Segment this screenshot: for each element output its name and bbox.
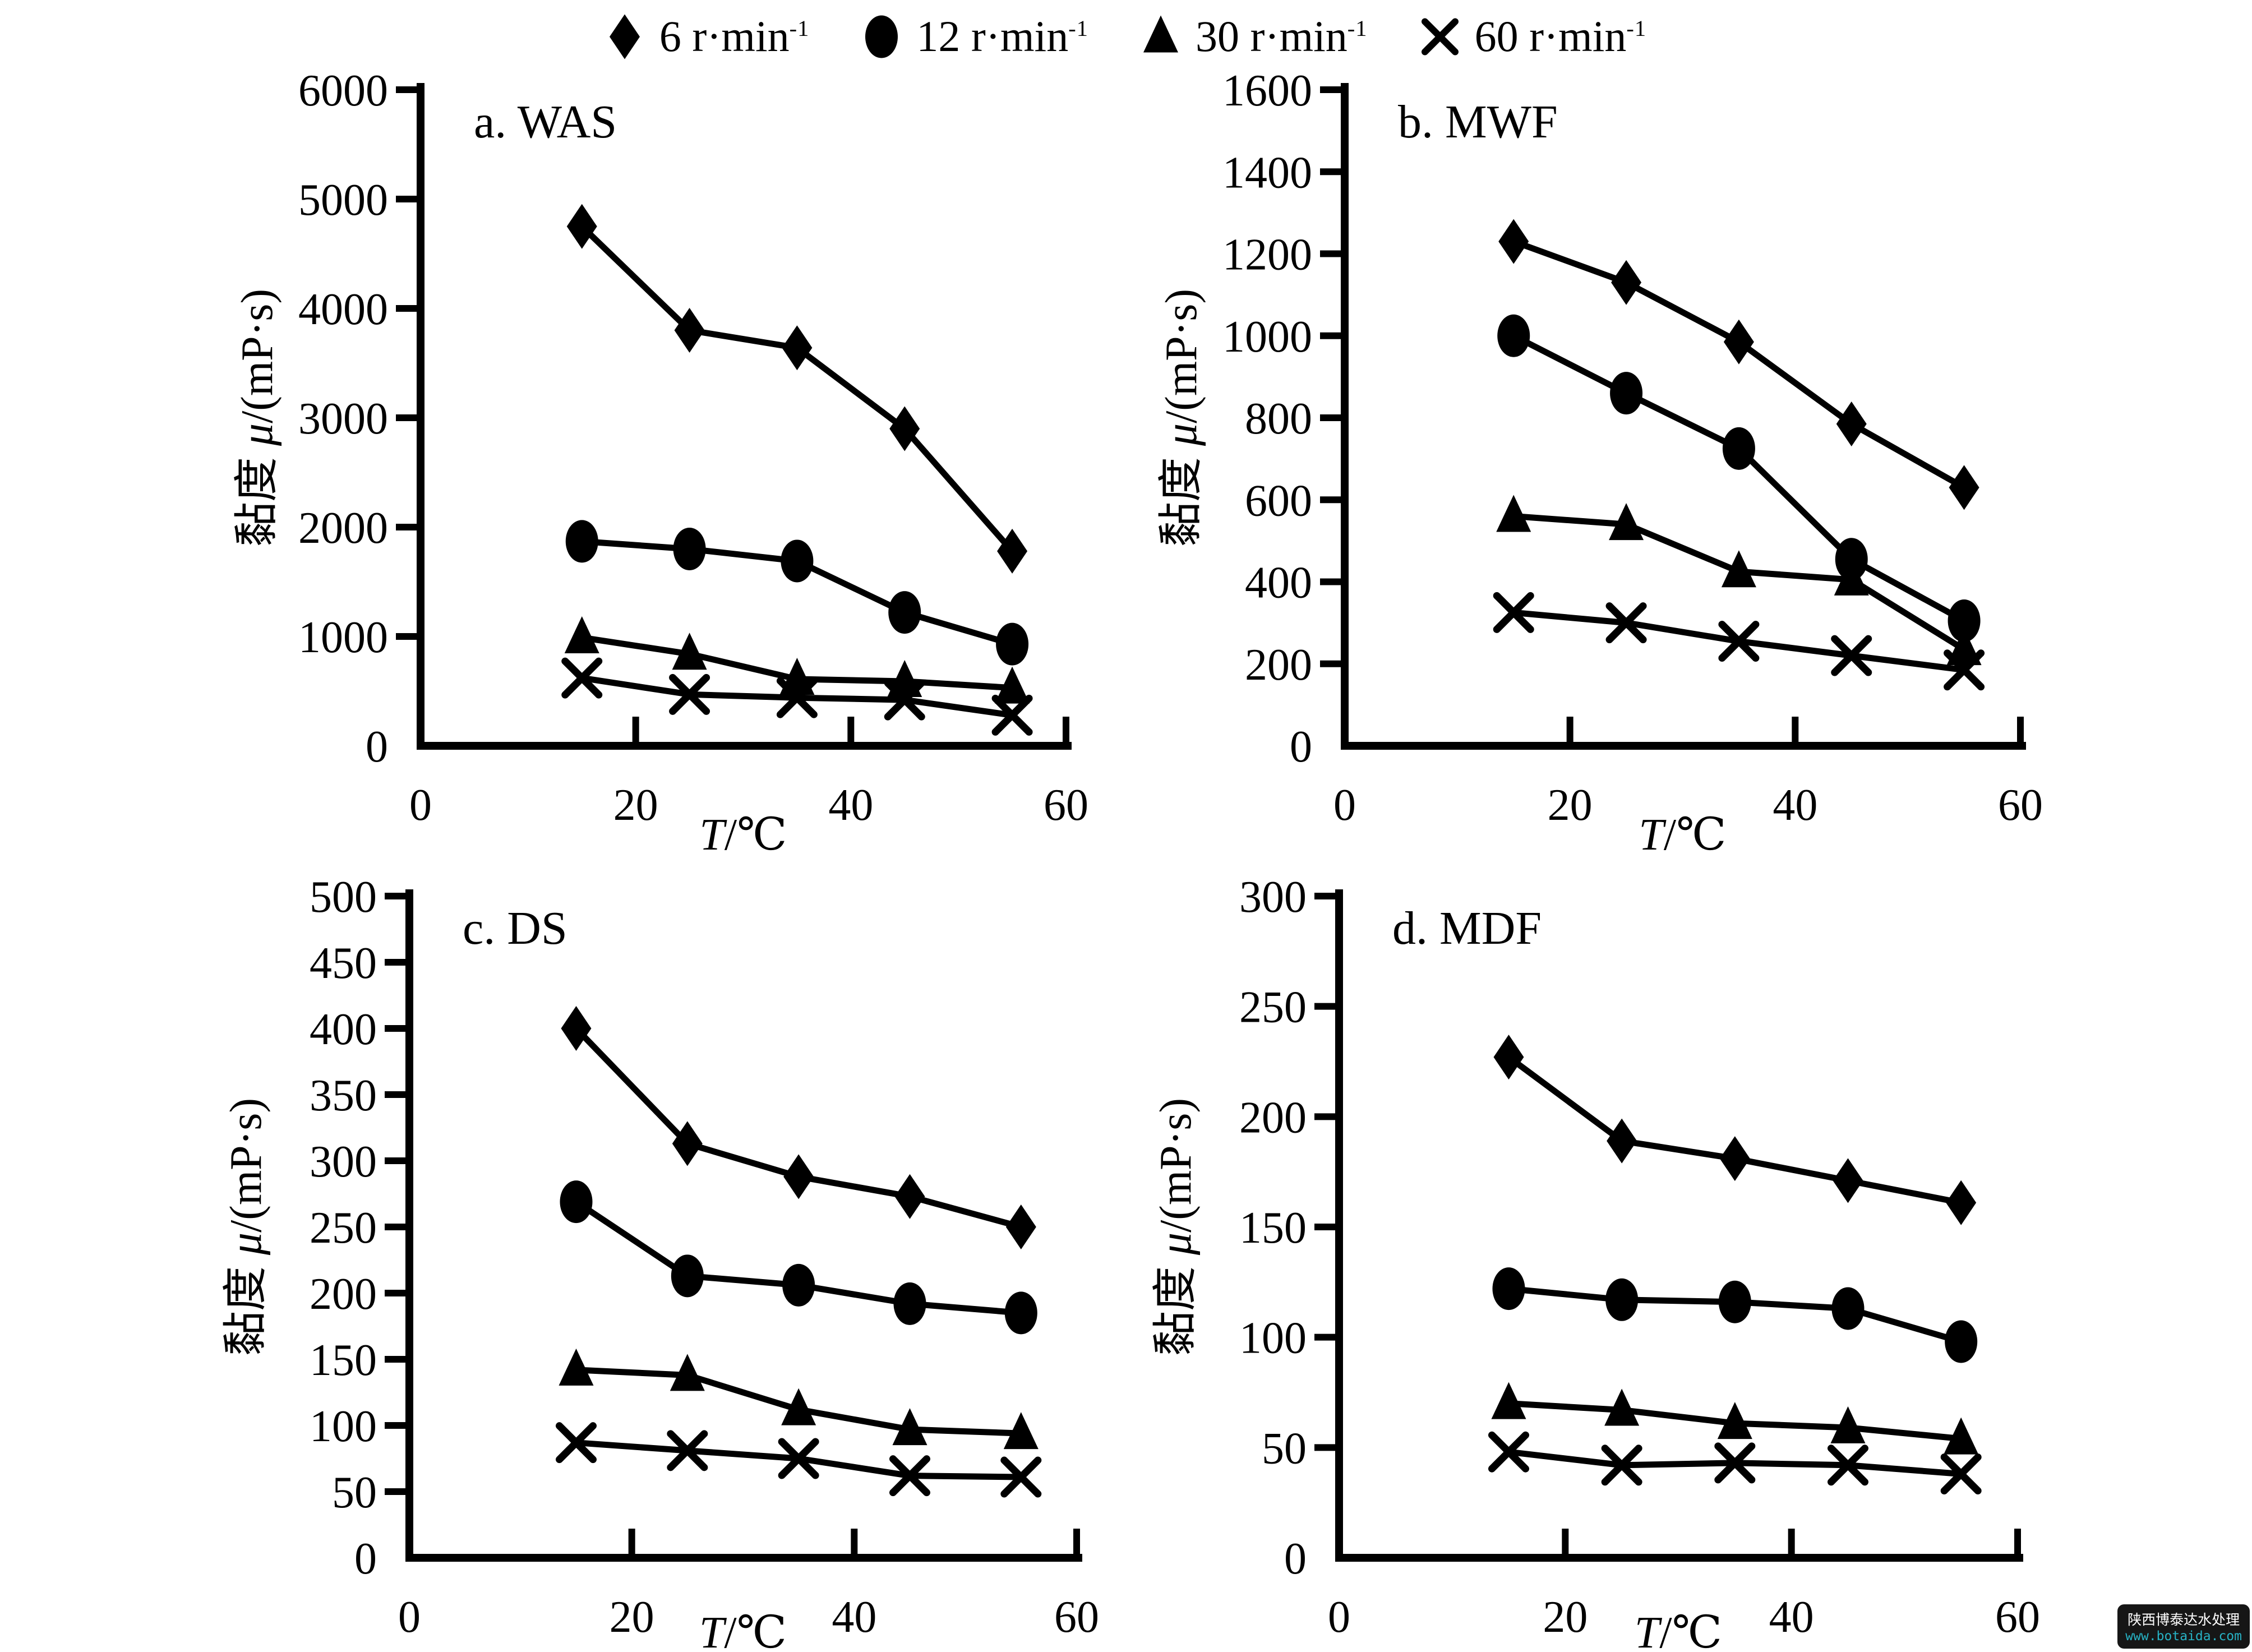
svg-text:d. MDF: d. MDF [1392, 902, 1542, 954]
svg-text:1000: 1000 [298, 613, 388, 662]
svg-text:20: 20 [1548, 781, 1593, 830]
legend-item-60rmin: 60 r·min-1 [1421, 10, 1647, 63]
svg-text:2000: 2000 [298, 504, 388, 553]
svg-text:1200: 1200 [1222, 230, 1312, 280]
svg-text:350: 350 [310, 1071, 377, 1120]
svg-text:250: 250 [310, 1203, 377, 1253]
svg-text:60: 60 [1054, 1593, 1099, 1642]
svg-text:400: 400 [310, 1005, 377, 1054]
svg-text:0: 0 [1333, 781, 1356, 830]
chart-canvas-c: 0 50 100 150 200 250 300 350 400 450 500 0 20 40 60 c. … [221, 873, 1099, 1652]
chart-grid: 0 1000 2000 3000 4000 5000 6000 0 20 40 60 a. WAS T/… [0, 66, 2252, 1652]
svg-text:200: 200 [1245, 640, 1312, 690]
svg-text:6000: 6000 [298, 66, 388, 116]
svg-text:100: 100 [1239, 1314, 1307, 1363]
chart-a-was: 0 1000 2000 3000 4000 5000 6000 0 20 40 60 a. WAS T/… [0, 66, 1126, 860]
svg-text:T/℃: T/℃ [699, 810, 787, 860]
svg-text:20: 20 [613, 781, 658, 830]
legend-label-6rmin: 6 r·min-1 [659, 12, 810, 61]
legend-item-30rmin: 30 r·min-1 [1142, 10, 1368, 63]
svg-text:150: 150 [310, 1336, 377, 1385]
svg-text:600: 600 [1245, 476, 1312, 525]
x-cross-icon [1421, 18, 1459, 55]
chart-d-mdf: 0 50 100 150 200 250 300 0 20 40 60 d. MDF T/℃ 黏度 μ/(… [1126, 860, 2252, 1652]
svg-text:T/℃: T/℃ [1639, 810, 1726, 860]
legend-label-12rmin: 12 r·min-1 [916, 12, 1088, 61]
svg-text:150: 150 [1239, 1203, 1307, 1253]
svg-text:50: 50 [1262, 1424, 1307, 1473]
svg-text:b. MWF: b. MWF [1398, 96, 1558, 148]
svg-text:0: 0 [398, 1593, 421, 1642]
legend-label-30rmin: 30 r·min-1 [1196, 12, 1368, 61]
svg-text:4000: 4000 [298, 285, 388, 334]
svg-text:40: 40 [832, 1593, 876, 1642]
svg-text:5000: 5000 [298, 176, 388, 225]
svg-text:1000: 1000 [1222, 312, 1312, 362]
svg-text:200: 200 [1239, 1093, 1307, 1142]
svg-text:1400: 1400 [1222, 148, 1312, 197]
svg-text:250: 250 [1239, 983, 1307, 1032]
svg-text:20: 20 [1543, 1593, 1588, 1642]
svg-text:40: 40 [1769, 1593, 1814, 1642]
svg-text:0: 0 [354, 1534, 377, 1584]
svg-text:黏度 μ/(mP·s): 黏度 μ/(mP·s) [221, 1098, 271, 1356]
svg-text:60: 60 [1995, 1593, 2040, 1642]
chart-canvas-a: 0 1000 2000 3000 4000 5000 6000 0 20 40 60 a. WAS T/… [233, 66, 1088, 860]
triangle-icon [1143, 15, 1178, 52]
svg-text:100: 100 [310, 1402, 377, 1451]
svg-text:黏度 μ/(mP·s): 黏度 μ/(mP·s) [233, 289, 282, 547]
chart-c-ds: 0 50 100 150 200 250 300 350 400 450 500 0 20 40 60 c. … [0, 860, 1126, 1652]
watermark-badge: 陕西博泰达水处理 www.botaida.com [2117, 1604, 2250, 1649]
legend: 6 r·min-1 12 r·min-1 30 r·min-1 60 r·min… [0, 0, 2252, 73]
svg-text:60: 60 [1998, 781, 2043, 830]
svg-text:450: 450 [310, 939, 377, 988]
svg-text:0: 0 [1290, 722, 1312, 772]
svg-text:T/℃: T/℃ [699, 1608, 787, 1652]
svg-text:50: 50 [332, 1468, 377, 1517]
legend-label-60rmin: 60 r·min-1 [1474, 12, 1647, 61]
svg-text:黏度 μ/(mP·s): 黏度 μ/(mP·s) [1157, 289, 1206, 547]
svg-text:T/℃: T/℃ [1635, 1608, 1722, 1652]
legend-item-6rmin: 6 r·min-1 [606, 10, 810, 63]
svg-text:0: 0 [409, 781, 432, 830]
svg-text:0: 0 [366, 722, 388, 772]
svg-text:800: 800 [1245, 394, 1312, 444]
svg-text:黏度 μ/(mP·s): 黏度 μ/(mP·s) [1151, 1098, 1201, 1356]
chart-b-mwf: 0 200 400 600 800 1000 1200 1400 1600 0 20 40 60 b. M… [1126, 66, 2252, 860]
svg-text:500: 500 [310, 873, 377, 922]
watermark-url: www.botaida.com [2125, 1629, 2242, 1644]
svg-text:a. WAS: a. WAS [474, 96, 617, 148]
legend-item-12rmin: 12 r·min-1 [862, 10, 1088, 63]
svg-text:300: 300 [1239, 873, 1307, 922]
svg-text:3000: 3000 [298, 394, 388, 444]
svg-text:400: 400 [1245, 559, 1312, 608]
svg-text:300: 300 [310, 1137, 377, 1187]
watermark-text: 陕西博泰达水处理 [2128, 1612, 2240, 1628]
svg-text:0: 0 [1284, 1534, 1307, 1584]
svg-text:40: 40 [1773, 781, 1817, 830]
chart-canvas-b: 0 200 400 600 800 1000 1200 1400 1600 0 20 40 60 b. M… [1157, 66, 2043, 860]
svg-text:60: 60 [1044, 781, 1088, 830]
svg-text:20: 20 [610, 1593, 654, 1642]
chart-canvas-d: 0 50 100 150 200 250 300 0 20 40 60 d. MDF T/℃ 黏度 μ/(… [1151, 873, 2040, 1652]
svg-text:c. DS: c. DS [463, 902, 567, 954]
circle-icon [865, 15, 898, 58]
svg-text:0: 0 [1328, 1593, 1350, 1642]
svg-text:40: 40 [828, 781, 873, 830]
diamond-icon [609, 14, 640, 59]
svg-text:1600: 1600 [1222, 66, 1312, 116]
svg-text:200: 200 [310, 1270, 377, 1319]
